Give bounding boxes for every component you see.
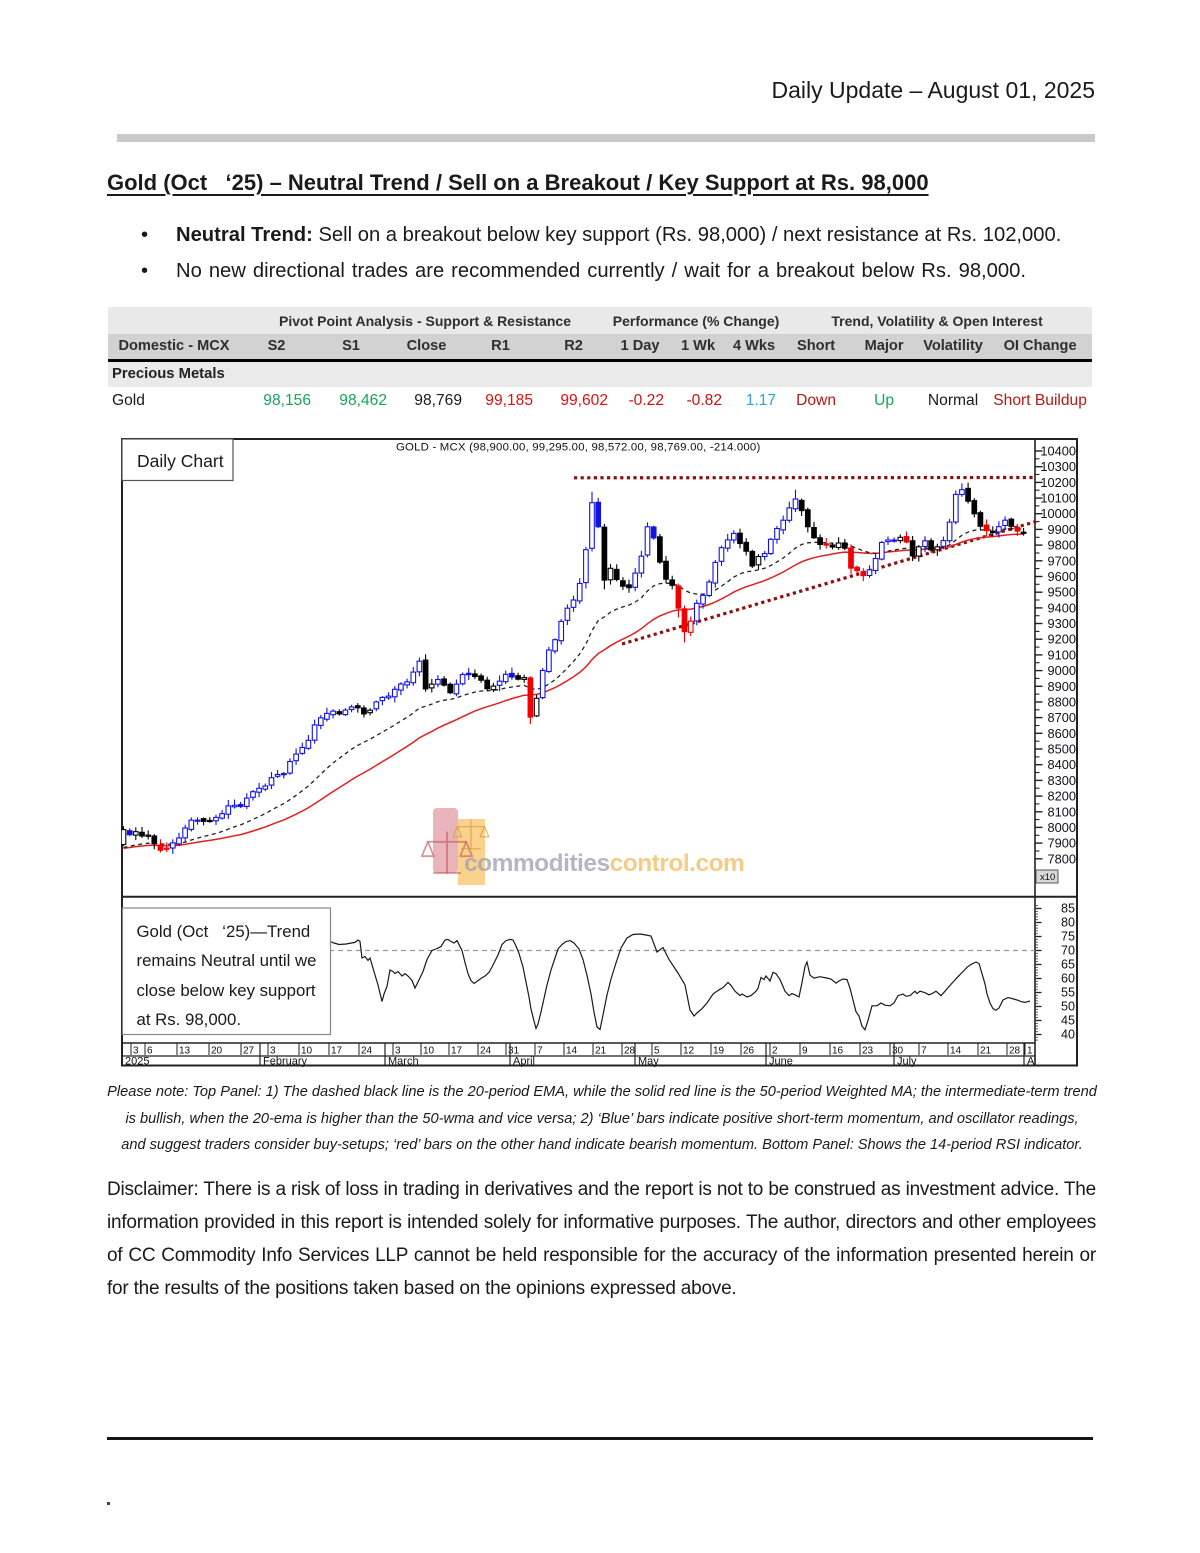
svg-text:16: 16 [832,1046,844,1057]
svg-text:14: 14 [566,1046,578,1057]
svg-text:21: 21 [595,1046,607,1057]
svg-text:8800: 8800 [1048,695,1076,710]
svg-text:27: 27 [243,1046,255,1057]
svg-text:10200: 10200 [1040,475,1076,490]
svg-text:13: 13 [179,1046,191,1057]
svg-text:10: 10 [301,1046,313,1057]
svg-text:80: 80 [1061,916,1075,930]
svg-text:10400: 10400 [1040,444,1076,459]
svg-text:6: 6 [147,1046,153,1057]
svg-text:9100: 9100 [1048,647,1076,662]
svg-text:17: 17 [331,1046,343,1057]
svg-text:55: 55 [1061,986,1075,1000]
svg-text:February: February [263,1056,308,1068]
svg-text:x10: x10 [1040,872,1055,883]
svg-text:10000: 10000 [1040,506,1076,521]
svg-text:7: 7 [537,1046,543,1057]
svg-text:1: 1 [1027,1046,1033,1057]
svg-text:7: 7 [921,1046,927,1057]
svg-text:85: 85 [1061,902,1075,916]
svg-text:May: May [638,1056,659,1068]
svg-text:8400: 8400 [1048,757,1076,772]
svg-text:8300: 8300 [1048,773,1076,788]
svg-text:24: 24 [480,1046,492,1057]
svg-text:close below key support: close below key support [137,981,316,1000]
svg-text:50: 50 [1061,1000,1075,1014]
svg-text:20: 20 [211,1046,223,1057]
svg-text:Gold (Oct ‘25)—Trend: Gold (Oct ‘25)—Trend [137,922,311,941]
svg-text:19: 19 [713,1046,725,1057]
svg-text:28: 28 [1009,1046,1021,1057]
svg-text:9000: 9000 [1048,663,1076,678]
svg-text:8500: 8500 [1048,742,1076,757]
svg-text:remains Neutral until we: remains Neutral until we [137,951,317,970]
svg-text:9: 9 [802,1046,808,1057]
svg-text:10100: 10100 [1040,491,1076,506]
svg-text:GOLD - MCX (98,900.00, 99,295.: GOLD - MCX (98,900.00, 99,295.00, 98,572… [396,442,760,454]
svg-text:30: 30 [892,1046,904,1057]
svg-text:8100: 8100 [1048,804,1076,819]
svg-text:5: 5 [654,1046,660,1057]
svg-text:9300: 9300 [1048,616,1076,631]
svg-text:26: 26 [743,1046,755,1057]
svg-text:70: 70 [1061,944,1075,958]
svg-text:March: March [388,1056,419,1068]
svg-text:3: 3 [133,1046,139,1057]
svg-text:21: 21 [980,1046,992,1057]
svg-text:7900: 7900 [1048,836,1076,851]
svg-text:A: A [1027,1056,1035,1068]
svg-text:8900: 8900 [1048,679,1076,694]
svg-text:8200: 8200 [1048,789,1076,804]
svg-text:8700: 8700 [1048,710,1076,725]
svg-text:2025: 2025 [125,1056,149,1068]
svg-text:June: June [769,1056,793,1068]
svg-text:at Rs. 98,000.: at Rs. 98,000. [137,1010,241,1029]
svg-text:9700: 9700 [1048,553,1076,568]
svg-text:40: 40 [1061,1028,1075,1042]
svg-text:65: 65 [1061,958,1075,972]
svg-text:12: 12 [683,1046,695,1057]
svg-text:31: 31 [508,1046,520,1057]
svg-text:9400: 9400 [1048,600,1076,615]
svg-text:24: 24 [361,1046,373,1057]
svg-text:28: 28 [624,1046,636,1057]
svg-text:July: July [897,1056,917,1068]
svg-text:9900: 9900 [1048,522,1076,537]
svg-text:75: 75 [1061,930,1075,944]
svg-text:commoditiescontrol.com: commoditiescontrol.com [464,850,744,877]
svg-text:9500: 9500 [1048,585,1076,600]
svg-text:9800: 9800 [1048,538,1076,553]
svg-text:45: 45 [1061,1014,1075,1028]
svg-text:9200: 9200 [1048,632,1076,647]
svg-text:23: 23 [862,1046,874,1057]
svg-text:3: 3 [395,1046,401,1057]
svg-text:2: 2 [772,1046,778,1057]
svg-text:10300: 10300 [1040,459,1076,474]
svg-text:9600: 9600 [1048,569,1076,584]
svg-text:8600: 8600 [1048,726,1076,741]
svg-text:17: 17 [451,1046,463,1057]
svg-text:Daily Chart: Daily Chart [137,451,224,471]
svg-text:7800: 7800 [1048,851,1076,866]
svg-text:10: 10 [423,1046,435,1057]
svg-text:14: 14 [950,1046,962,1057]
svg-text:8000: 8000 [1048,820,1076,835]
svg-text:60: 60 [1061,972,1075,986]
svg-text:April: April [513,1056,535,1068]
svg-text:3: 3 [270,1046,276,1057]
